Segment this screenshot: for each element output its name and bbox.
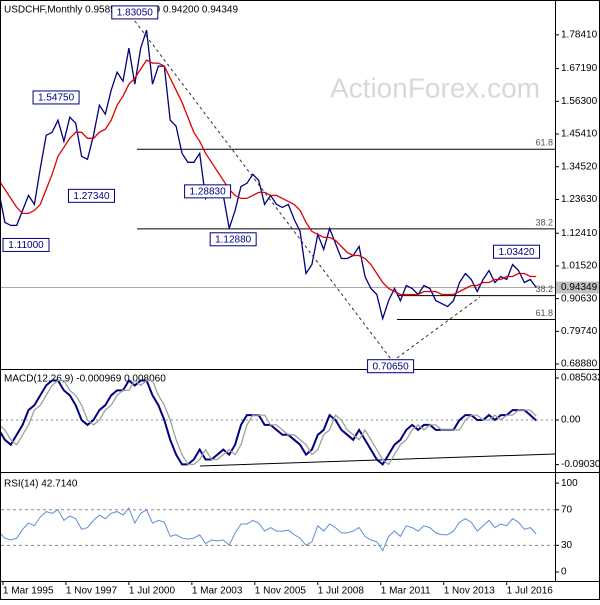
y-tick-label: 0	[561, 567, 567, 578]
fib-label: 38.2	[535, 284, 553, 294]
y-tick-label: 0.68880	[561, 359, 598, 370]
x-tick-label: 1 Jul 2000	[129, 586, 176, 597]
annotation-label: 1.83050	[117, 8, 154, 19]
y-tick-label: 0.79740	[561, 326, 598, 337]
y-tick-label: 1.23630	[561, 194, 598, 205]
series-line	[1, 29, 537, 321]
annotation-label: 1.12880	[215, 234, 252, 245]
last-price-box	[556, 281, 599, 294]
annotation-box	[184, 184, 232, 199]
y-tick-label: 30	[561, 540, 573, 551]
annotation-box	[32, 90, 80, 105]
annotation-box	[111, 5, 159, 20]
trend-line	[396, 296, 481, 359]
y-tick-label: 0.085032	[561, 373, 600, 384]
annotation-label: 1.54750	[38, 93, 75, 104]
y-tick-label: 1.56300	[561, 96, 598, 107]
watermark: ActionForex.com	[330, 72, 540, 103]
y-tick-label: 1.45410	[561, 129, 598, 140]
y-tick-label: 1.01520	[561, 261, 598, 272]
fib-label: 61.8	[535, 138, 553, 148]
fib-label: 38.2	[535, 217, 553, 227]
x-tick-label: 1 Mar 1995	[3, 586, 54, 597]
series-line	[1, 379, 537, 466]
plot-area	[1, 20, 555, 552]
annotation-box	[209, 232, 257, 247]
annotation-box	[2, 237, 50, 252]
x-tick-label: 1 Jul 2008	[318, 586, 365, 597]
y-tick-label: 100	[561, 478, 578, 489]
y-tick-label: 1.67190	[561, 63, 598, 74]
annotation-label: 1.27340	[73, 191, 110, 202]
y-tick-label: 0.90630	[561, 293, 598, 304]
annotation-box	[367, 359, 415, 374]
annotation-box	[67, 188, 115, 203]
series-line	[1, 507, 537, 552]
macd-header: MACD(12,26,9) -0.000969 0.008060	[4, 374, 166, 385]
y-tick-label: -0.090302	[561, 459, 600, 470]
x-tick-label: 1 Nov 2013	[444, 586, 496, 597]
x-tick-label: 1 Nov 2005	[255, 586, 307, 597]
annotation-label: 1.03420	[498, 247, 535, 258]
last-price-label: 0.94349	[561, 282, 598, 293]
x-tick-label: 1 Jul 2016	[507, 586, 554, 597]
y-tick-label: 0.00	[561, 415, 581, 426]
x-tick-label: 1 Mar 2011	[381, 586, 431, 597]
annotation-label: 1.11000	[8, 240, 44, 251]
y-tick-label: 70	[561, 504, 573, 515]
x-tick-label: 1 Nov 1997	[66, 586, 118, 597]
trend-line	[134, 20, 391, 360]
fib-label: 61.8	[535, 308, 553, 318]
y-tick-label: 1.34520	[561, 161, 598, 172]
x-tick-label: 1 Mar 2003	[192, 586, 243, 597]
rsi-header: RSI(14) 42.7140	[4, 479, 78, 490]
series-line	[1, 59, 537, 296]
annotation-box	[493, 244, 541, 259]
y-tick-label: 1.78410	[561, 29, 598, 40]
annotation-label: 0.70650	[373, 361, 410, 372]
y-tick-label: 1.12410	[561, 228, 598, 239]
annotation-label: 1.28830	[190, 186, 227, 197]
